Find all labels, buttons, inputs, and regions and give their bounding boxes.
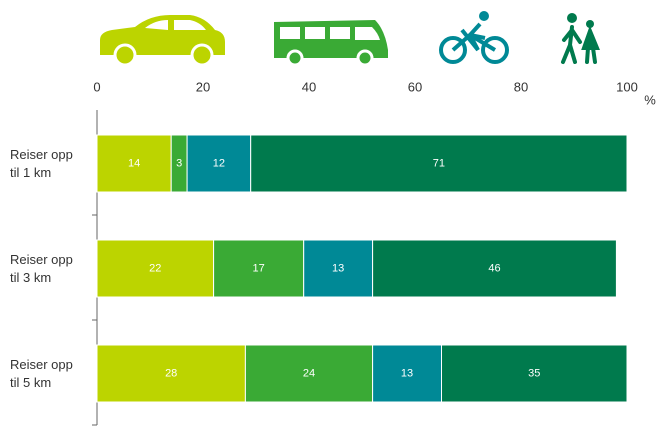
bar-segment [372,344,443,403]
category-label: Reiser opp til 5 km [10,356,73,390]
value-label: 24 [303,367,315,379]
bar-segment [441,344,628,403]
x-tick-label: 60 [408,79,422,94]
car-icon [100,15,225,67]
value-label: 12 [213,157,225,169]
bar-segment [96,239,215,298]
bar-segment [96,344,246,403]
value-label: 13 [332,262,344,274]
x-tick-label: 100 [616,79,638,94]
x-tick-label: 0 [93,79,100,94]
value-label: 35 [528,367,540,379]
x-unit: % [644,92,656,107]
category-label: Reiser opp til 3 km [10,251,73,285]
bar-segment [250,134,628,193]
category-label: Reiser opp til 1 km [10,146,73,180]
value-label: 3 [176,157,182,169]
x-tick-label: 40 [302,79,316,94]
value-label: 13 [401,367,413,379]
value-label: 14 [128,157,140,169]
bar-segment [96,134,172,193]
bar-segment [213,239,305,298]
value-label: 28 [165,367,177,379]
value-label: 22 [149,262,161,274]
bus-icon [274,20,388,67]
bicycle-icon [439,11,509,64]
pedestrian-icon [561,13,600,64]
bar-segment [303,239,374,298]
x-tick-label: 20 [196,79,210,94]
value-label: 17 [253,262,265,274]
value-label: 46 [488,262,500,274]
x-tick-label: 80 [514,79,528,94]
bar-segment [372,239,617,298]
value-label: 71 [433,157,445,169]
bar-segment [186,134,252,193]
